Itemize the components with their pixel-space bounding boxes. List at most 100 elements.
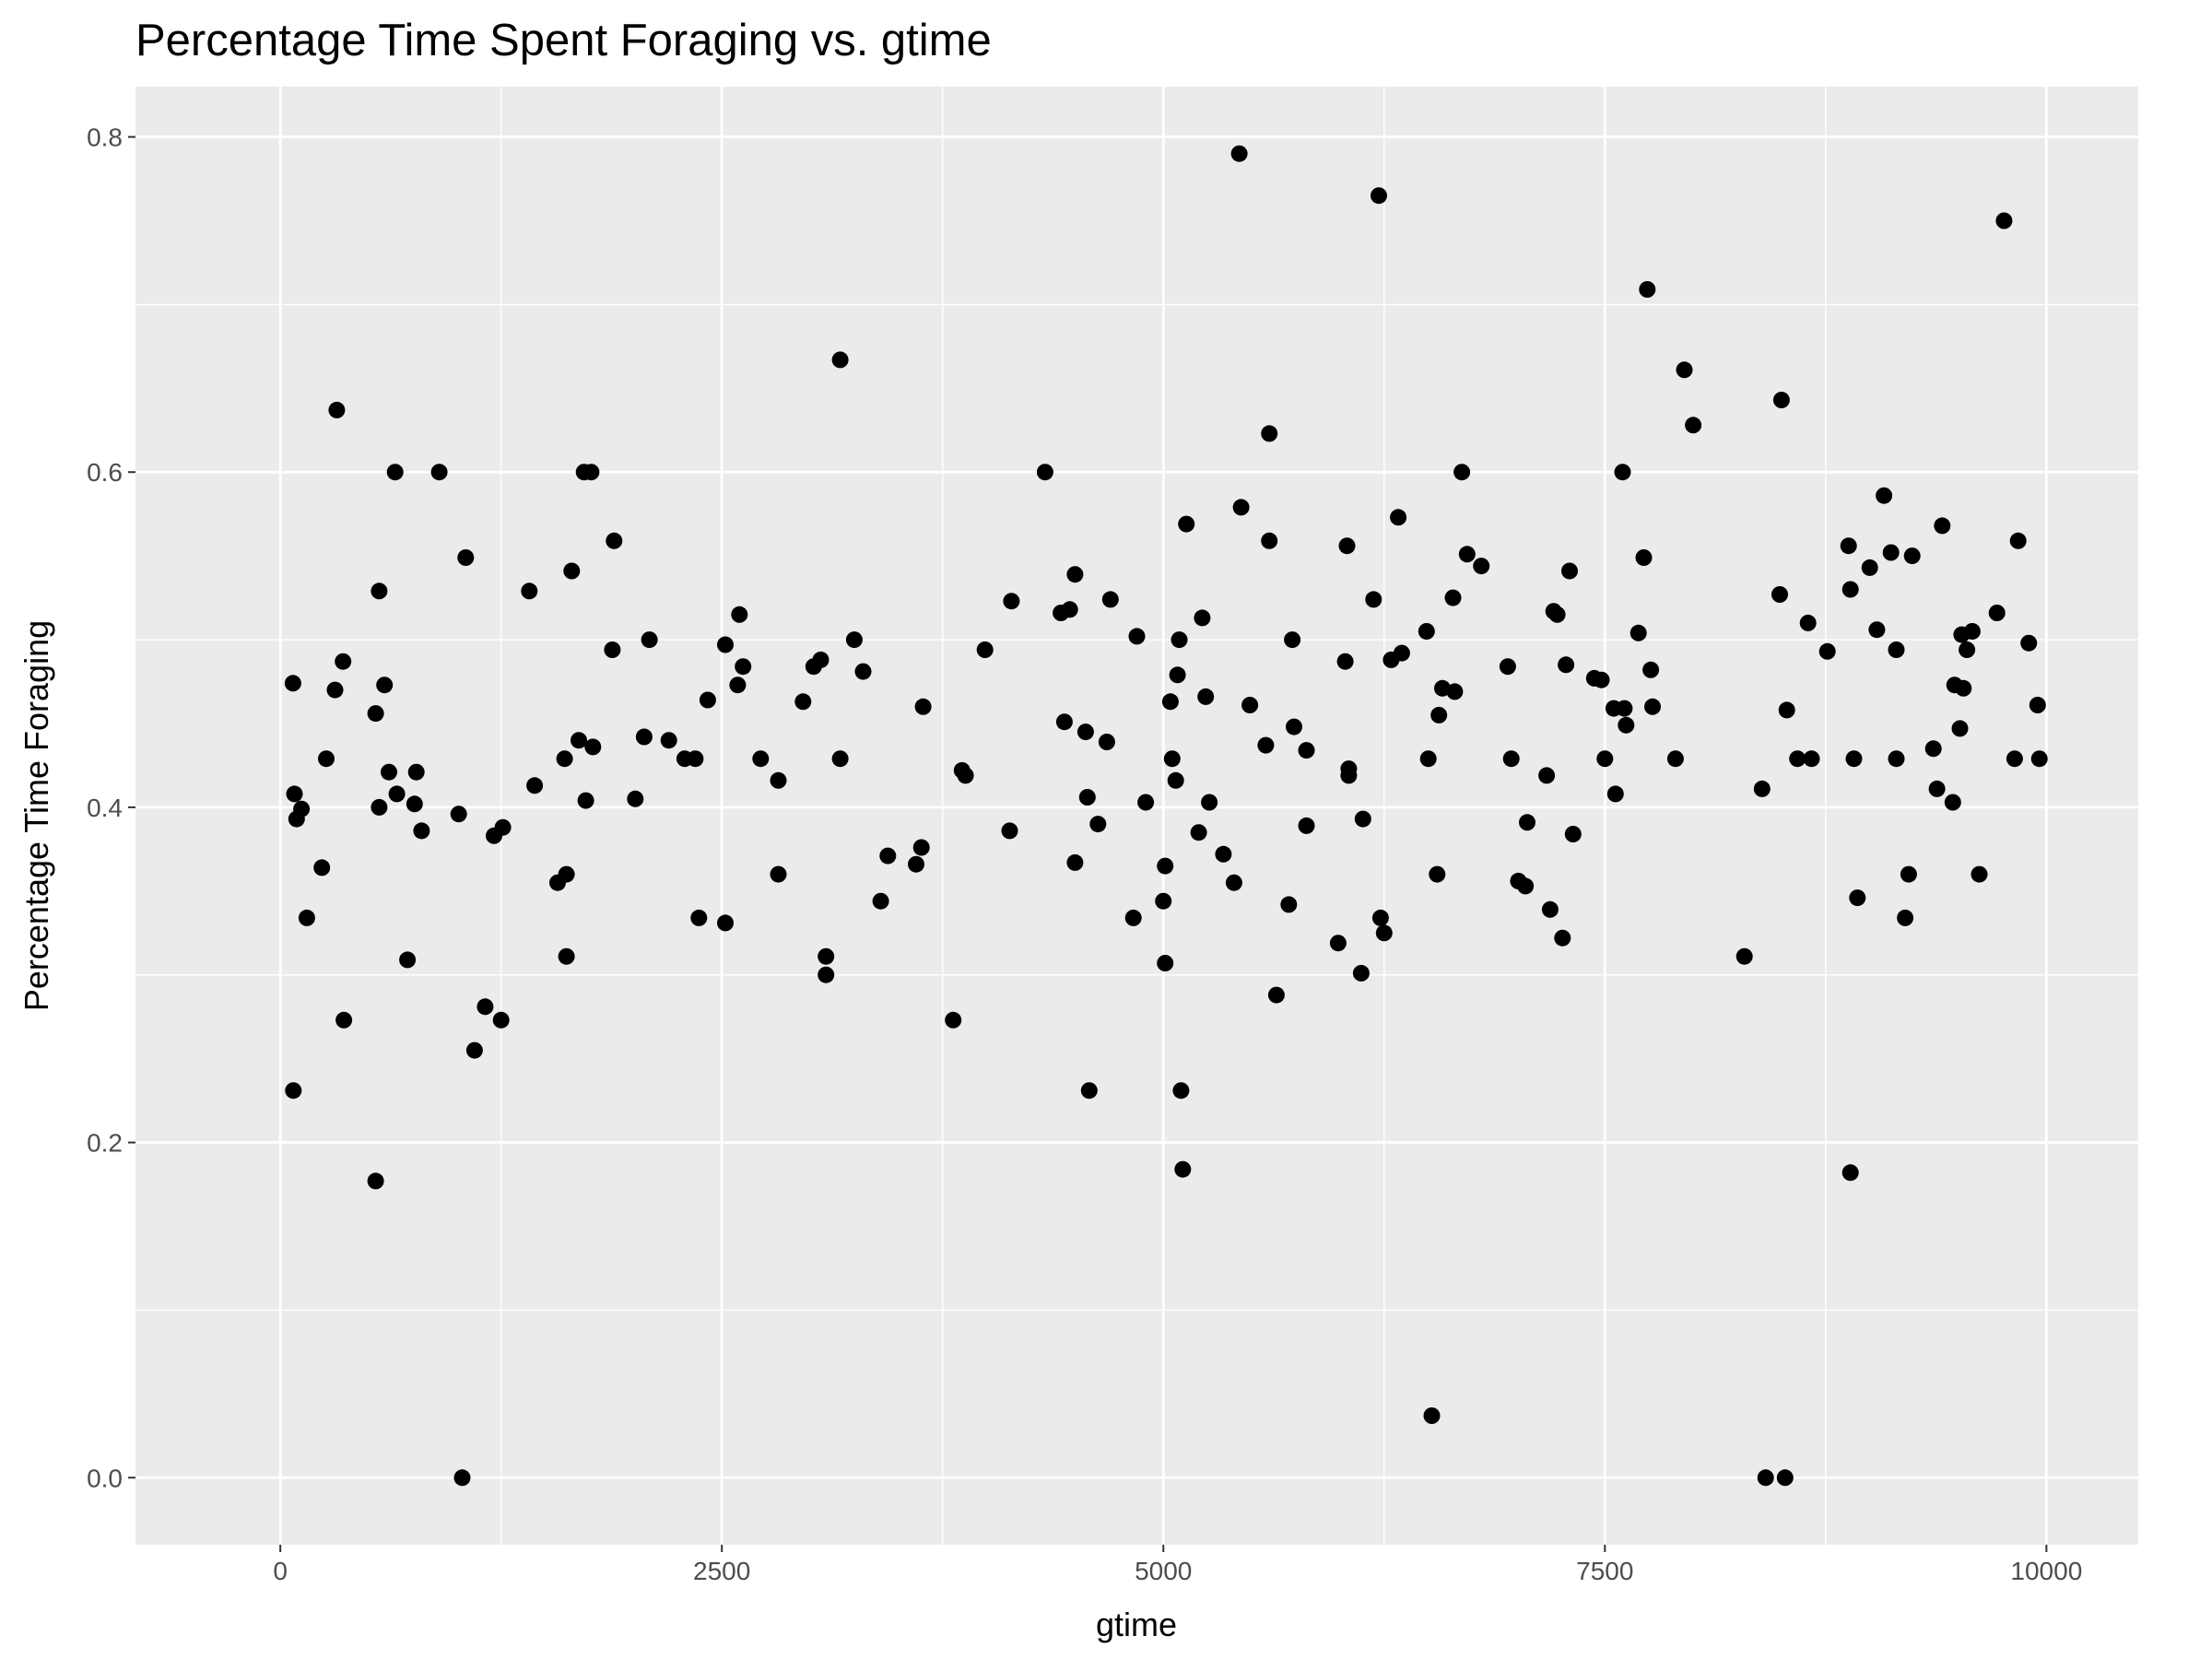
data-point (563, 562, 581, 580)
data-point (1077, 724, 1094, 741)
data-point (293, 800, 311, 818)
data-point (1840, 537, 1857, 555)
plot-panel (135, 87, 2138, 1545)
data-point (1772, 392, 1790, 408)
data-point (335, 1011, 353, 1029)
data-point (770, 865, 787, 883)
data-point (1284, 631, 1301, 649)
data-point (1616, 700, 1633, 717)
y-tick-label: 0.8 (87, 124, 123, 152)
data-point (477, 998, 494, 1016)
data-point (1753, 780, 1771, 797)
data-point (606, 532, 623, 549)
y-axis-ticks: 0.0 0.2 0.4 0.6 0.8 (87, 124, 135, 1492)
data-point (1423, 1407, 1441, 1424)
data-point (1174, 1160, 1192, 1178)
data-point (371, 798, 388, 816)
data-point (494, 818, 512, 836)
data-point (1201, 794, 1218, 811)
data-point (1178, 515, 1195, 533)
y-tick-label: 0.0 (87, 1464, 123, 1492)
data-point (1778, 701, 1795, 719)
data-point (1757, 1469, 1774, 1487)
data-point (812, 651, 830, 668)
data-point (335, 653, 352, 670)
data-point (1061, 601, 1078, 618)
data-point (326, 681, 344, 699)
data-point (457, 549, 475, 566)
data-point (577, 792, 594, 809)
data-point (872, 892, 889, 910)
data-point (1642, 661, 1660, 678)
data-point (1169, 666, 1186, 684)
data-point (388, 785, 406, 803)
data-point (1157, 955, 1174, 971)
data-point (1101, 591, 1119, 608)
x-tick-label: 7500 (1576, 1557, 1633, 1585)
data-point (845, 631, 863, 649)
data-point (1776, 1469, 1794, 1487)
data-point (1336, 653, 1354, 670)
x-tick-label: 2500 (693, 1557, 750, 1585)
data-point (1098, 734, 1115, 750)
data-point (1232, 499, 1250, 516)
data-point (908, 855, 924, 873)
data-point (1257, 736, 1275, 754)
data-point (1971, 865, 1988, 883)
data-point (641, 631, 658, 649)
data-point (285, 1082, 302, 1100)
data-point (1429, 865, 1446, 883)
data-point (367, 1172, 384, 1190)
data-point (430, 464, 448, 481)
data-point (2030, 750, 2048, 768)
data-point (1124, 909, 1142, 926)
data-point (912, 839, 930, 856)
data-point (1558, 656, 1575, 674)
data-point (1789, 750, 1806, 768)
data-point (1155, 892, 1172, 910)
data-point (1499, 658, 1516, 676)
data-point (1564, 826, 1582, 842)
data-point (492, 1011, 510, 1029)
data-point (660, 732, 677, 749)
data-point (1194, 609, 1211, 627)
data-point (914, 698, 932, 715)
data-point (1548, 606, 1566, 623)
data-point (831, 750, 849, 768)
data-point (1393, 644, 1410, 662)
data-point (1080, 1082, 1098, 1100)
data-point (1849, 889, 1866, 907)
data-point (976, 641, 994, 658)
data-point (450, 806, 467, 823)
data-point (1137, 794, 1155, 811)
data-point (1352, 964, 1370, 982)
x-tick-label: 10000 (2010, 1557, 2082, 1585)
data-point (957, 767, 974, 784)
data-point (1541, 900, 1559, 918)
data-point (1167, 771, 1184, 789)
data-point (1340, 767, 1358, 784)
data-point (1078, 789, 1096, 806)
data-point (2006, 750, 2023, 768)
data-point (1888, 641, 1905, 658)
data-point (818, 947, 835, 965)
data-point (1128, 628, 1146, 645)
data-point (1375, 924, 1393, 942)
data-point (1473, 558, 1490, 575)
data-point (1882, 544, 1900, 561)
data-point (1241, 697, 1259, 713)
data-point (699, 691, 716, 709)
data-point (945, 1011, 962, 1029)
data-point (298, 909, 315, 926)
data-point (1517, 877, 1535, 895)
data-point (453, 1469, 471, 1487)
data-point (1163, 750, 1181, 768)
data-point (735, 658, 752, 676)
data-point (687, 750, 704, 768)
data-point (1267, 986, 1285, 1004)
data-point (1280, 896, 1298, 913)
y-axis-title: Percentage Time Foraging (18, 620, 55, 1011)
data-point (1561, 562, 1578, 580)
data-point (794, 693, 812, 711)
